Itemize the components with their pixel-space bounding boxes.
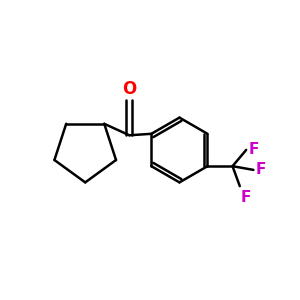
Text: F: F bbox=[241, 190, 251, 205]
Text: F: F bbox=[248, 142, 259, 158]
Text: O: O bbox=[122, 80, 136, 98]
Text: F: F bbox=[256, 162, 266, 177]
